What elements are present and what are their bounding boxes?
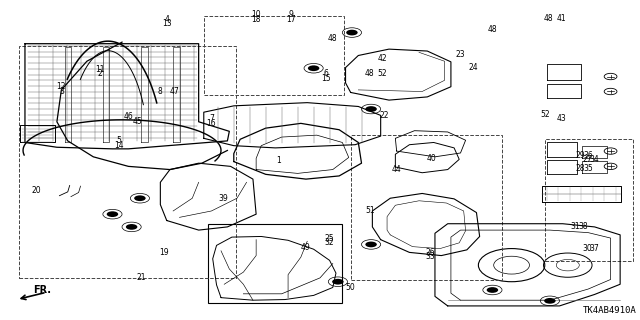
Text: 38: 38 [579, 222, 588, 231]
Text: 22: 22 [379, 111, 388, 120]
Text: 52: 52 [540, 110, 550, 119]
Text: 25: 25 [324, 234, 334, 243]
Text: 26: 26 [425, 248, 435, 257]
Text: 52: 52 [378, 69, 387, 78]
Text: 48: 48 [365, 69, 374, 78]
Text: 47: 47 [170, 87, 179, 96]
Text: 9: 9 [289, 10, 294, 19]
Text: 45: 45 [133, 116, 143, 126]
Circle shape [346, 30, 358, 36]
Text: 27: 27 [582, 155, 592, 164]
Text: 13: 13 [162, 20, 172, 28]
Circle shape [544, 298, 556, 304]
Circle shape [308, 65, 319, 71]
Text: 31: 31 [571, 222, 580, 231]
Text: 7: 7 [209, 114, 214, 123]
Text: 5: 5 [116, 136, 121, 145]
Circle shape [134, 196, 146, 201]
Text: 16: 16 [207, 119, 216, 128]
Text: 12: 12 [56, 82, 66, 91]
Text: 50: 50 [346, 283, 356, 292]
Text: 49: 49 [301, 243, 311, 252]
Text: 23: 23 [456, 50, 465, 59]
Text: 42: 42 [378, 53, 387, 62]
Text: 51: 51 [365, 206, 374, 215]
Circle shape [365, 242, 377, 247]
Text: 39: 39 [218, 194, 228, 203]
Bar [351, 135, 502, 280]
Circle shape [332, 279, 344, 284]
Text: 46: 46 [124, 112, 133, 121]
Text: 6: 6 [324, 69, 329, 78]
Text: 3: 3 [59, 87, 64, 96]
Text: 29: 29 [576, 151, 586, 160]
Circle shape [107, 211, 118, 217]
Text: 28: 28 [576, 164, 586, 173]
Text: 14: 14 [114, 141, 124, 150]
Text: 8: 8 [158, 87, 163, 96]
Text: 1: 1 [276, 156, 281, 164]
Text: 48: 48 [488, 25, 497, 34]
Circle shape [486, 287, 498, 293]
Text: 24: 24 [468, 63, 478, 72]
Text: 30: 30 [582, 244, 592, 253]
Bar [19, 46, 236, 278]
Text: 4: 4 [164, 15, 169, 24]
Bar [204, 16, 344, 95]
Text: 33: 33 [425, 252, 435, 261]
Text: 34: 34 [589, 155, 600, 164]
Circle shape [126, 224, 138, 230]
Text: 11: 11 [95, 65, 104, 74]
Text: 19: 19 [159, 248, 168, 257]
Text: 35: 35 [583, 164, 593, 173]
Text: 41: 41 [557, 14, 566, 23]
Text: 43: 43 [557, 114, 566, 123]
Text: 10: 10 [252, 10, 261, 19]
Text: 37: 37 [589, 244, 600, 253]
Text: TK4AB4910A: TK4AB4910A [582, 307, 636, 316]
Text: 44: 44 [392, 165, 401, 174]
Text: 21: 21 [136, 273, 146, 282]
Bar [545, 139, 633, 261]
Circle shape [365, 106, 377, 112]
Text: 32: 32 [324, 238, 334, 247]
Text: FR.: FR. [33, 285, 51, 295]
Text: 18: 18 [252, 15, 261, 24]
Text: 36: 36 [583, 151, 593, 160]
Text: 20: 20 [31, 186, 40, 195]
Text: 17: 17 [287, 15, 296, 24]
Text: 2: 2 [97, 69, 102, 78]
Text: 48: 48 [544, 14, 554, 23]
Text: 48: 48 [328, 35, 337, 44]
Text: 40: 40 [427, 154, 436, 163]
Text: 15: 15 [321, 74, 331, 83]
Bar [208, 224, 342, 303]
